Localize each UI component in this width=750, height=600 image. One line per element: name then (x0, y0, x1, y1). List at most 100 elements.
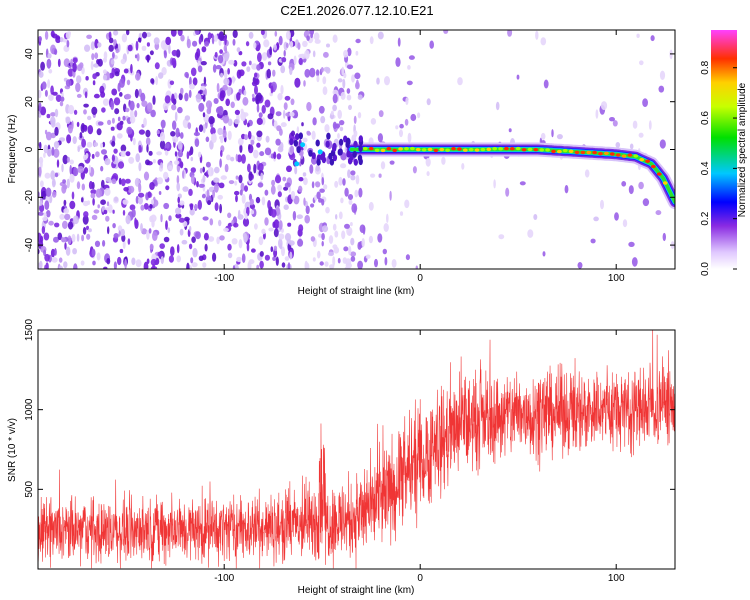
noise-blob (345, 262, 352, 269)
noise-blob (253, 149, 259, 159)
noise-blob (81, 197, 84, 203)
ridge-peak (656, 172, 662, 176)
noise-blob (389, 190, 392, 201)
noise-blob (378, 173, 382, 178)
noise-blob (158, 72, 164, 79)
noise-blob (138, 162, 142, 172)
noise-blob (46, 113, 51, 119)
noise-blob (273, 151, 277, 160)
noise-blob (227, 252, 233, 259)
noise-blob (219, 203, 223, 214)
noise-blob (361, 238, 365, 248)
noise-blob (355, 50, 359, 56)
noise-blob (60, 96, 65, 102)
noise-blob (146, 102, 153, 113)
noise-blob (256, 117, 263, 125)
noise-blob (163, 202, 170, 210)
x-tick-label: -100 (214, 573, 234, 584)
noise-blob (224, 163, 229, 173)
noise-blob (43, 152, 46, 158)
noise-blob (321, 156, 327, 164)
noise-blob (310, 203, 315, 208)
ridge-peak (562, 148, 568, 153)
noise-blob (149, 203, 153, 209)
noise-blob (224, 35, 227, 46)
noise-blob (642, 98, 648, 107)
ridge-peak (580, 150, 586, 155)
noise-blob (217, 194, 223, 200)
noise-blob (171, 57, 177, 66)
noise-blob (64, 213, 71, 221)
noise-blob (69, 159, 74, 165)
noise-blob (97, 42, 102, 48)
noise-blob (189, 83, 195, 90)
noise-blob (198, 151, 202, 158)
noise-blob (164, 149, 169, 156)
noise-blob (131, 208, 136, 218)
noise-blob (232, 75, 235, 84)
noise-blob (143, 117, 147, 127)
noise-blob (202, 94, 206, 102)
noise-blob (146, 144, 149, 153)
noise-blob (208, 236, 215, 242)
noise-blob (615, 142, 621, 148)
noise-blob (320, 115, 326, 124)
noise-blob (46, 148, 53, 157)
noise-blob (90, 60, 94, 71)
noise-blob (219, 235, 225, 241)
noise-blob (304, 260, 308, 269)
noise-blob (628, 241, 635, 247)
noise-blob (129, 100, 135, 111)
noise-blob (354, 189, 359, 198)
noise-blob (344, 223, 350, 229)
noise-blob (204, 41, 210, 47)
noise-blob (148, 150, 153, 156)
spectrogram-x-ticks: -100 0 100 (214, 30, 625, 284)
noise-blob (105, 215, 110, 222)
ridge-peak (445, 148, 450, 152)
noise-blob (219, 92, 225, 102)
noise-blob (208, 116, 215, 125)
noise-blob (125, 178, 131, 184)
noise-blob (250, 210, 255, 215)
noise-blob (254, 223, 258, 230)
noise-blob (43, 232, 50, 241)
noise-blob (282, 176, 287, 182)
noise-blob (306, 131, 312, 136)
noise-blob (564, 185, 569, 194)
noise-blob (208, 103, 212, 113)
noise-blob (279, 243, 283, 250)
noise-blob (227, 243, 232, 251)
noise-blob (152, 263, 155, 269)
noise-blob (73, 109, 78, 115)
snr-x-label: Height of straight line (km) (298, 585, 415, 596)
noise-blob (211, 133, 217, 144)
noise-blob (258, 112, 263, 118)
noise-blob (196, 48, 201, 58)
noise-blob (67, 221, 74, 230)
noise-blob (365, 254, 371, 259)
noise-blob (138, 129, 145, 135)
noise-blob (50, 30, 55, 38)
noise-blob (218, 105, 224, 116)
noise-blob (335, 214, 338, 220)
noise-blob (638, 132, 644, 138)
noise-blob (135, 153, 140, 163)
noise-blob (353, 140, 358, 148)
ridge-peak (568, 149, 574, 153)
noise-blob (234, 119, 240, 125)
noise-blob (302, 137, 308, 143)
noise-blob (57, 232, 63, 241)
noise-blob (263, 39, 270, 48)
noise-blob (337, 109, 343, 119)
noise-blob (38, 89, 42, 99)
noise-blob (256, 64, 261, 71)
noise-blob (90, 41, 95, 51)
noise-blob (95, 188, 103, 198)
noise-blob (301, 122, 304, 127)
noise-blob (289, 138, 294, 146)
noise-blob (86, 233, 91, 240)
noise-blob (323, 51, 329, 58)
noise-blob (241, 194, 246, 204)
noise-blob (245, 41, 250, 47)
